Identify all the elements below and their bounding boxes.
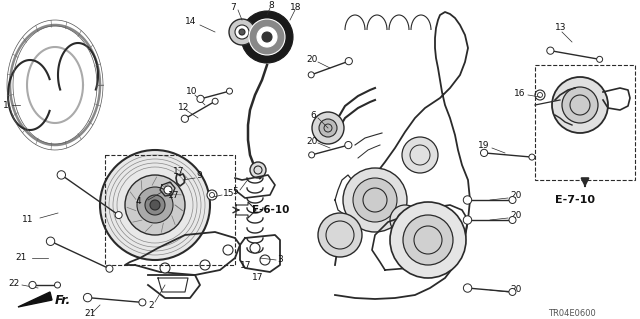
Circle shape <box>463 196 472 204</box>
Circle shape <box>390 205 420 235</box>
Circle shape <box>100 150 210 260</box>
Circle shape <box>463 216 472 224</box>
Text: 9: 9 <box>196 172 202 181</box>
Text: 20: 20 <box>306 56 317 64</box>
Circle shape <box>509 197 516 204</box>
Text: 10: 10 <box>186 87 198 97</box>
Text: 4: 4 <box>136 197 141 205</box>
Text: 5: 5 <box>232 188 237 197</box>
Circle shape <box>212 98 218 104</box>
Circle shape <box>562 87 598 123</box>
Text: 17: 17 <box>252 273 264 283</box>
Text: 12: 12 <box>178 103 189 113</box>
Circle shape <box>57 171 65 179</box>
Circle shape <box>529 154 535 160</box>
Text: TR04E0600: TR04E0600 <box>548 308 596 317</box>
Circle shape <box>402 137 438 173</box>
Circle shape <box>547 47 554 54</box>
Text: 21: 21 <box>84 309 95 318</box>
Circle shape <box>197 95 204 102</box>
Text: 21: 21 <box>15 253 26 262</box>
Circle shape <box>262 32 272 42</box>
Circle shape <box>260 255 270 265</box>
Circle shape <box>115 211 122 219</box>
Text: 18: 18 <box>290 3 301 11</box>
Circle shape <box>535 90 545 100</box>
Circle shape <box>54 282 61 288</box>
Circle shape <box>463 284 472 292</box>
Circle shape <box>160 263 170 273</box>
Text: 17: 17 <box>240 261 252 270</box>
Circle shape <box>207 190 217 200</box>
Circle shape <box>308 72 314 78</box>
Circle shape <box>481 149 488 157</box>
Text: 19: 19 <box>478 142 490 151</box>
Text: 20: 20 <box>510 211 522 220</box>
Circle shape <box>403 215 453 265</box>
Circle shape <box>552 77 608 133</box>
Circle shape <box>241 11 293 63</box>
Text: 1: 1 <box>3 100 9 109</box>
Circle shape <box>164 186 172 194</box>
Circle shape <box>353 178 397 222</box>
Text: 20: 20 <box>510 286 522 294</box>
Circle shape <box>150 200 160 210</box>
Circle shape <box>249 19 285 55</box>
Circle shape <box>318 213 362 257</box>
Circle shape <box>139 299 146 306</box>
Circle shape <box>257 27 277 47</box>
Circle shape <box>83 293 92 302</box>
Circle shape <box>250 162 266 178</box>
Circle shape <box>125 175 185 235</box>
Circle shape <box>390 202 466 278</box>
Polygon shape <box>18 292 52 307</box>
Text: E-6-10: E-6-10 <box>252 205 289 215</box>
Bar <box>105 155 235 265</box>
Text: 2: 2 <box>148 301 154 310</box>
Circle shape <box>106 265 113 272</box>
Text: Fr.: Fr. <box>55 293 71 307</box>
Bar <box>535 65 635 180</box>
Circle shape <box>145 195 165 215</box>
Circle shape <box>181 115 188 122</box>
Text: E-7-10: E-7-10 <box>555 195 595 205</box>
Text: 14: 14 <box>185 18 196 26</box>
Circle shape <box>29 281 36 289</box>
Text: 20: 20 <box>306 137 317 145</box>
Text: 20: 20 <box>510 191 522 201</box>
Circle shape <box>596 56 603 62</box>
Circle shape <box>312 112 344 144</box>
Text: 22: 22 <box>8 279 19 288</box>
Circle shape <box>509 288 516 295</box>
Text: 3: 3 <box>277 256 283 264</box>
Circle shape <box>229 19 255 45</box>
Text: 17: 17 <box>173 167 184 176</box>
Circle shape <box>46 237 55 245</box>
Text: 13: 13 <box>555 24 566 33</box>
Circle shape <box>345 142 352 149</box>
Circle shape <box>235 25 249 39</box>
Text: 8: 8 <box>268 1 274 10</box>
Text: 15: 15 <box>223 189 234 197</box>
Circle shape <box>137 187 173 223</box>
Circle shape <box>345 57 353 65</box>
Circle shape <box>227 88 232 94</box>
Circle shape <box>223 245 233 255</box>
Circle shape <box>509 217 516 224</box>
Circle shape <box>250 243 260 253</box>
Circle shape <box>239 29 245 35</box>
Circle shape <box>319 119 337 137</box>
Text: 6: 6 <box>310 110 316 120</box>
Text: 7: 7 <box>230 4 236 12</box>
Text: 17: 17 <box>168 190 179 199</box>
Circle shape <box>343 168 407 232</box>
Circle shape <box>200 260 210 270</box>
Circle shape <box>308 152 315 158</box>
Text: 16: 16 <box>514 88 525 98</box>
Text: 11: 11 <box>22 214 33 224</box>
